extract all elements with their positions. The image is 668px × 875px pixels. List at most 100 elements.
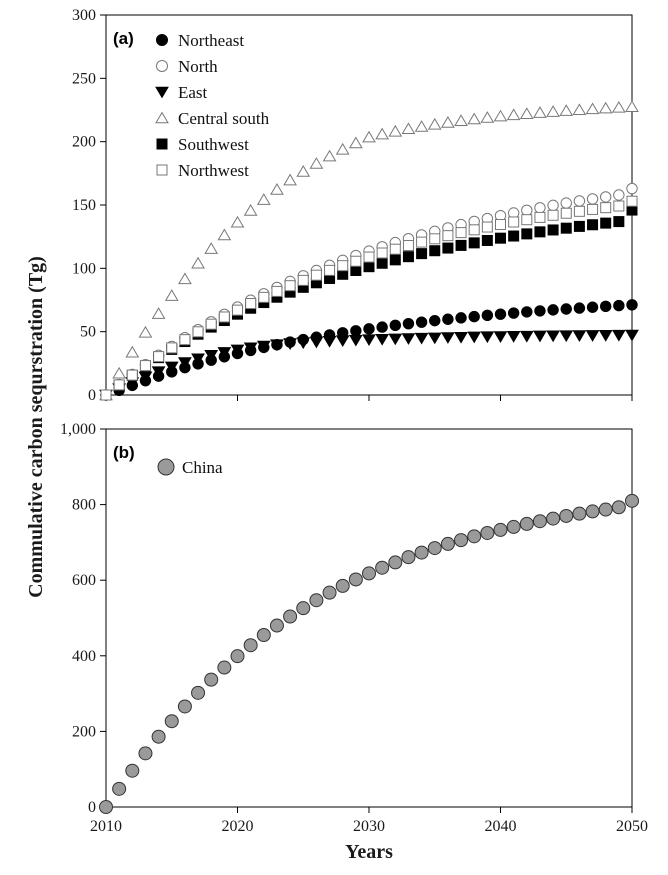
data-point: [506, 108, 521, 121]
data-point: [560, 222, 572, 234]
y-tick-label: 200: [72, 723, 96, 740]
panel-b-x-ticks: 2010 2020 2030 2040 2050: [90, 807, 648, 835]
data-point: [113, 379, 125, 391]
data-point: [534, 226, 546, 238]
data-point: [534, 202, 546, 214]
data-point: [192, 326, 204, 338]
data-point: [547, 304, 559, 316]
x-tick-label: 2040: [485, 818, 517, 835]
data-point: [376, 247, 388, 259]
x-axis-title: Years: [345, 841, 393, 863]
data-point: [454, 533, 469, 548]
data-point: [519, 330, 534, 343]
data-point: [626, 299, 638, 311]
data-point: [296, 165, 311, 177]
data-point: [348, 136, 363, 149]
data-point: [271, 285, 283, 297]
data-point: [322, 149, 337, 162]
data-point: [532, 514, 547, 529]
x-tick-label: 2010: [90, 818, 122, 835]
data-point: [269, 618, 284, 633]
data-point: [348, 334, 363, 347]
x-tick-label: 2050: [616, 818, 648, 835]
data-point: [468, 224, 480, 236]
data-point: [585, 330, 600, 342]
data-point: [440, 536, 455, 551]
data-point: [270, 339, 284, 352]
data-point: [283, 609, 298, 624]
data-point: [270, 183, 284, 195]
data-point: [297, 274, 309, 286]
data-point: [375, 127, 390, 140]
data-point: [310, 269, 322, 281]
legend-label: Southwest: [178, 135, 249, 154]
data-point: [191, 685, 206, 700]
data-point: [429, 245, 441, 257]
data-point: [455, 227, 467, 239]
legend-marker: [156, 164, 168, 176]
data-point: [376, 257, 388, 269]
data-point: [429, 314, 441, 327]
data-point: [600, 202, 612, 214]
data-point: [153, 351, 165, 363]
y-tick-label: 50: [80, 324, 96, 341]
data-point: [559, 508, 574, 523]
data-point: [547, 224, 559, 236]
data-point: [534, 305, 546, 317]
data-point: [493, 522, 508, 537]
data-point: [573, 195, 586, 207]
data-point: [376, 321, 388, 333]
data-point: [362, 566, 376, 581]
legend-marker: [156, 138, 168, 150]
y-tick-label: 100: [72, 260, 96, 277]
data-point: [363, 323, 375, 335]
data-point: [573, 220, 585, 232]
data-point: [442, 230, 454, 242]
data-point: [350, 264, 362, 276]
data-point: [125, 345, 140, 358]
data-point: [547, 199, 559, 212]
y-tick-label: 200: [72, 134, 96, 151]
data-point: [362, 130, 376, 143]
data-point: [348, 572, 363, 587]
data-point: [481, 309, 494, 322]
data-point: [441, 332, 455, 344]
data-point: [613, 299, 625, 312]
data-point: [230, 215, 245, 228]
series-northwest: [100, 195, 638, 401]
data-point: [519, 516, 534, 531]
data-point: [164, 714, 179, 729]
data-point: [191, 353, 205, 366]
panel-a-y-ticks: 0 50 100 150 200 250 300: [72, 7, 106, 404]
data-point: [598, 502, 613, 517]
data-point: [507, 307, 520, 319]
data-point: [350, 325, 362, 337]
data-point: [401, 333, 416, 345]
data-point: [587, 219, 599, 231]
data-point: [125, 763, 140, 778]
y-tick-label: 0: [88, 387, 96, 404]
legend-label: Northwest: [178, 161, 249, 180]
data-point: [625, 493, 639, 508]
data-point: [625, 100, 639, 113]
data-point: [256, 628, 271, 643]
data-point: [151, 307, 166, 319]
data-point: [256, 340, 271, 353]
data-point: [495, 219, 506, 231]
data-point: [442, 313, 454, 325]
data-point: [218, 311, 230, 323]
data-point: [547, 209, 559, 221]
data-point: [230, 649, 245, 664]
data-point: [337, 260, 349, 272]
data-point: [402, 317, 415, 330]
legend-label: East: [178, 83, 208, 102]
data-point: [600, 217, 612, 229]
data-point: [389, 254, 401, 266]
data-point: [521, 214, 533, 226]
data-point: [402, 240, 414, 252]
data-point: [454, 331, 468, 344]
panel-a-x-ticks: [105, 395, 633, 401]
data-point: [454, 114, 468, 126]
data-point: [296, 337, 311, 350]
